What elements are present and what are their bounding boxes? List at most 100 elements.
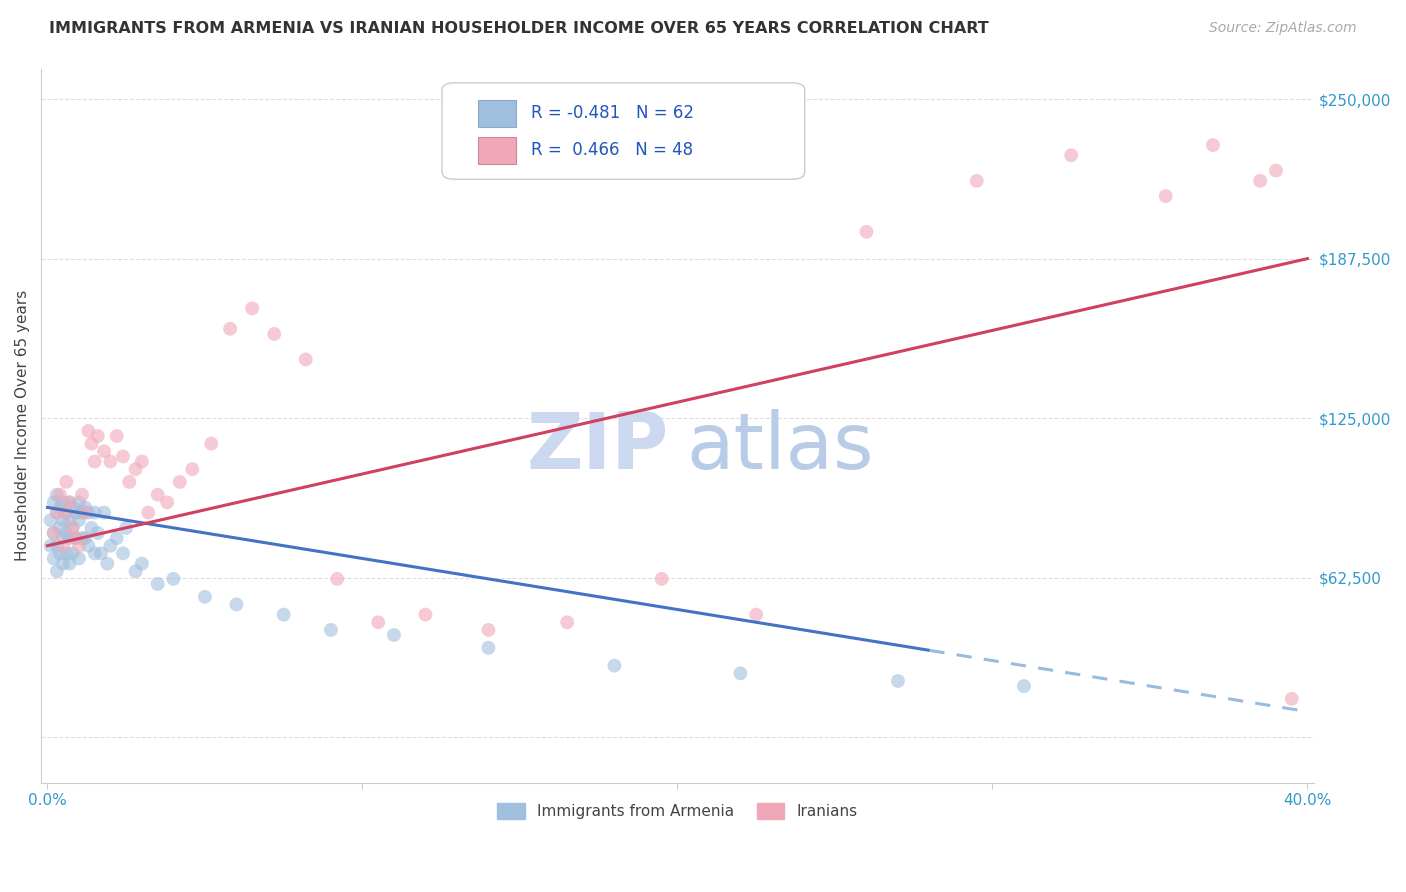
Point: [67, 551, 90, 566]
Point: [55, 525, 77, 540]
Bar: [478, 100, 516, 127]
Point: [52, 495, 75, 509]
Point: [52, 513, 75, 527]
FancyBboxPatch shape: [441, 83, 804, 179]
Bar: [478, 136, 516, 164]
Point: [136, 506, 159, 520]
Point: [67, 513, 90, 527]
Point: [1281, 691, 1303, 706]
Point: [80, 521, 103, 535]
Point: [75, 500, 97, 515]
Point: [225, 598, 247, 612]
Point: [124, 564, 146, 578]
Point: [77, 424, 100, 438]
Point: [49, 500, 72, 515]
Text: ZIP: ZIP: [526, 409, 668, 485]
Point: [42, 525, 65, 540]
Point: [49, 546, 72, 560]
Point: [96, 557, 118, 571]
Point: [75, 531, 97, 545]
Point: [169, 475, 191, 489]
Point: [52, 531, 75, 545]
Point: [65, 531, 87, 545]
Point: [55, 546, 77, 560]
Point: [100, 539, 122, 553]
Point: [1202, 138, 1225, 153]
Point: [42, 551, 65, 566]
Point: [730, 666, 752, 681]
Point: [83, 506, 105, 520]
Point: [194, 590, 217, 604]
Point: [77, 539, 100, 553]
Point: [382, 628, 405, 642]
Text: Source: ZipAtlas.com: Source: ZipAtlas.com: [1209, 21, 1357, 35]
Point: [67, 539, 90, 553]
Point: [651, 572, 673, 586]
Point: [55, 506, 77, 520]
Point: [58, 557, 80, 571]
Point: [124, 462, 146, 476]
Point: [100, 454, 122, 468]
Point: [80, 436, 103, 450]
Point: [77, 506, 100, 520]
Point: [146, 577, 169, 591]
Point: [219, 322, 242, 336]
Point: [146, 488, 169, 502]
Point: [105, 429, 128, 443]
Point: [966, 174, 988, 188]
Point: [273, 607, 295, 622]
Point: [555, 615, 578, 630]
Point: [131, 557, 153, 571]
Point: [45, 488, 67, 502]
Point: [156, 495, 179, 509]
Point: [367, 615, 389, 630]
Point: [477, 623, 499, 637]
Point: [75, 506, 97, 520]
Point: [181, 462, 204, 476]
Point: [45, 506, 67, 520]
Point: [1249, 174, 1271, 188]
Point: [90, 546, 112, 560]
Point: [70, 506, 93, 520]
Point: [319, 623, 342, 637]
Point: [105, 531, 128, 545]
Text: R =  0.466   N = 48: R = 0.466 N = 48: [531, 141, 693, 160]
Point: [200, 436, 222, 450]
Point: [93, 444, 115, 458]
Y-axis label: Householder Income Over 65 years: Householder Income Over 65 years: [15, 290, 30, 561]
Point: [1154, 189, 1177, 203]
Point: [52, 557, 75, 571]
Point: [477, 640, 499, 655]
Point: [263, 326, 285, 341]
Point: [887, 673, 910, 688]
Point: [240, 301, 263, 316]
Point: [55, 475, 77, 489]
Point: [58, 513, 80, 527]
Point: [39, 539, 62, 553]
Text: R = -0.481   N = 62: R = -0.481 N = 62: [531, 104, 695, 122]
Point: [42, 495, 65, 509]
Point: [58, 495, 80, 509]
Point: [294, 352, 316, 367]
Point: [745, 607, 768, 622]
Point: [65, 506, 87, 520]
Point: [58, 495, 80, 509]
Point: [62, 546, 84, 560]
Point: [70, 531, 93, 545]
Point: [65, 531, 87, 545]
Point: [855, 225, 877, 239]
Point: [45, 564, 67, 578]
Point: [49, 488, 72, 502]
Point: [111, 450, 134, 464]
Point: [62, 500, 84, 515]
Point: [70, 488, 93, 502]
Point: [45, 506, 67, 520]
Point: [415, 607, 437, 622]
Point: [1265, 163, 1288, 178]
Point: [83, 454, 105, 468]
Point: [162, 572, 184, 586]
Point: [603, 658, 626, 673]
Point: [1060, 148, 1083, 162]
Point: [118, 475, 141, 489]
Point: [87, 525, 110, 540]
